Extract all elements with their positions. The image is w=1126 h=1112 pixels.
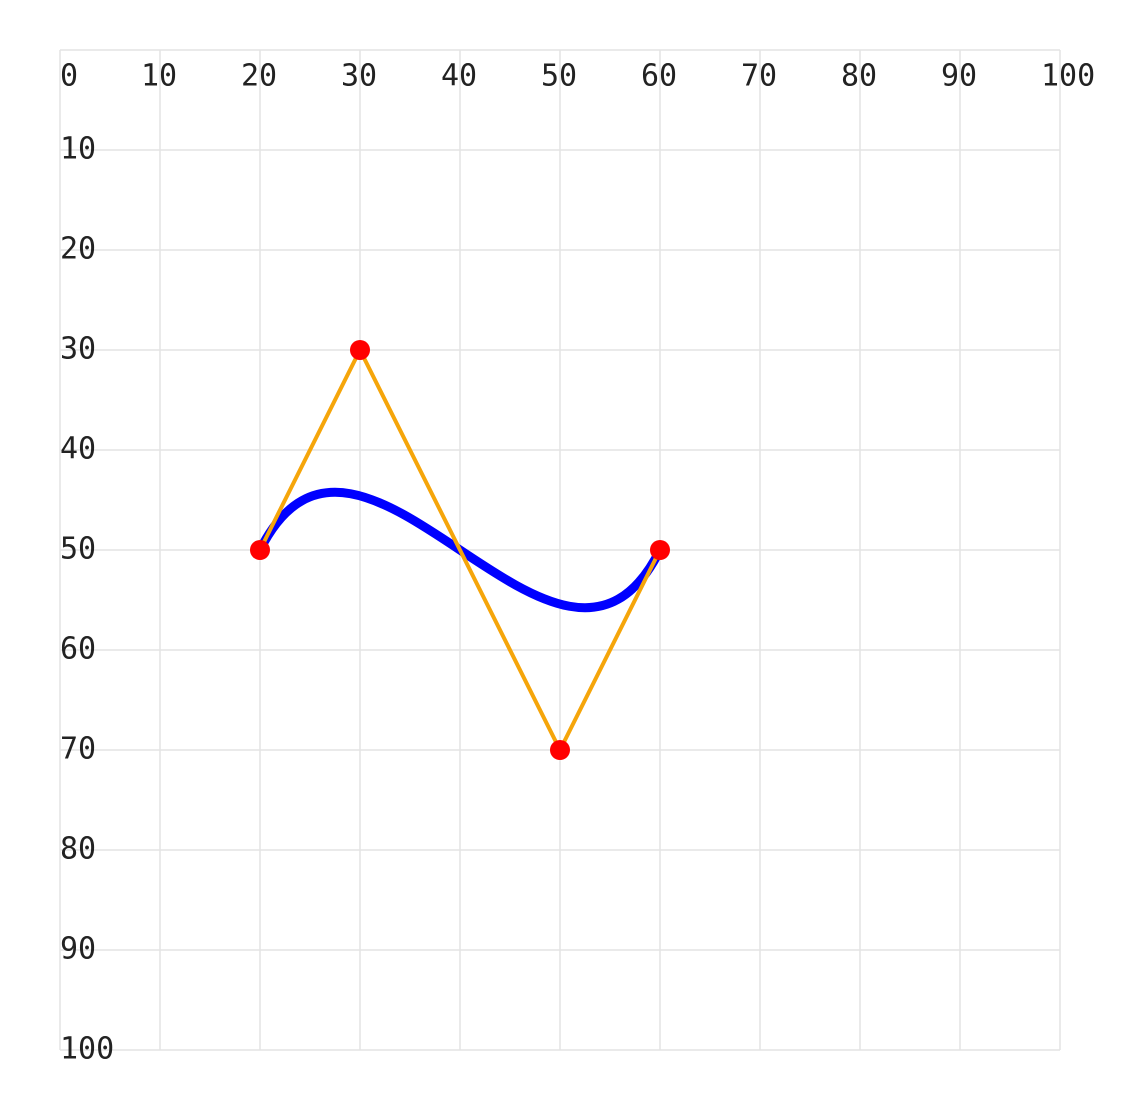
y-tick-label: 70 — [60, 732, 96, 767]
y-tick-label: 10 — [60, 132, 96, 167]
x-tick-label: 10 — [141, 59, 177, 94]
x-tick-label: 80 — [841, 59, 877, 94]
x-tick-label: 30 — [341, 59, 377, 94]
y-tick-label: 50 — [60, 532, 96, 567]
y-tick-label: 100 — [60, 1032, 114, 1067]
x-tick-label: 70 — [741, 59, 777, 94]
control-point — [650, 540, 670, 560]
x-tick-label: 40 — [441, 59, 477, 94]
y-tick-label: 90 — [60, 932, 96, 967]
x-tick-label: 60 — [641, 59, 677, 94]
y-tick-label: 60 — [60, 632, 96, 667]
control-point — [250, 540, 270, 560]
y-tick-label: 80 — [60, 832, 96, 867]
x-tick-label: 0 — [60, 59, 78, 94]
x-tick-label: 100 — [1041, 59, 1095, 94]
y-tick-label: 40 — [60, 432, 96, 467]
y-tick-label: 30 — [60, 332, 96, 367]
x-tick-label: 50 — [541, 59, 577, 94]
x-tick-label: 90 — [941, 59, 977, 94]
control-polygon — [258, 345, 662, 755]
x-tick-label: 20 — [241, 59, 277, 94]
control-point — [350, 340, 370, 360]
y-tick-label: 20 — [60, 232, 96, 267]
control-point — [550, 740, 570, 760]
